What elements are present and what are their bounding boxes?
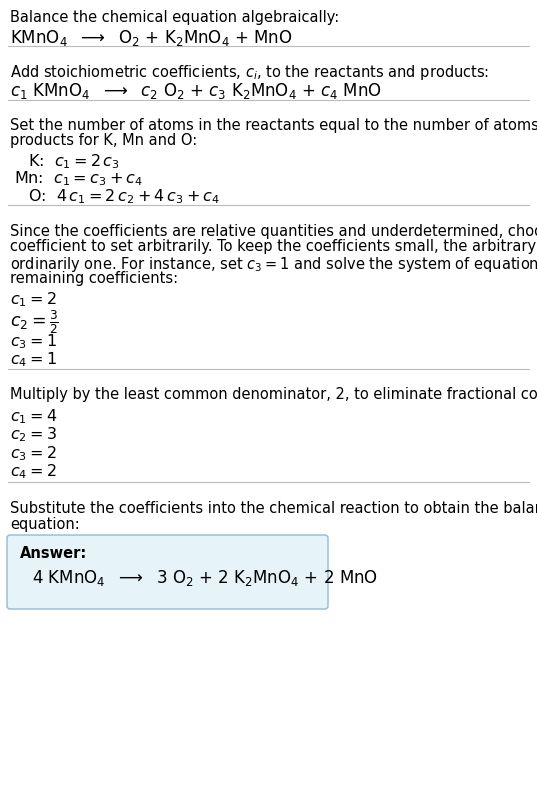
Text: $c_1$ KMnO$_4$  $\longrightarrow$  $c_2$ O$_2$ + $c_3$ K$_2$MnO$_4$ + $c_4$ MnO: $c_1$ KMnO$_4$ $\longrightarrow$ $c_2$ O… xyxy=(10,81,382,101)
Text: coefficient to set arbitrarily. To keep the coefficients small, the arbitrary va: coefficient to set arbitrarily. To keep … xyxy=(10,240,537,255)
Text: O:  $4\,c_1 = 2\,c_2 + 4\,c_3 + c_4$: O: $4\,c_1 = 2\,c_2 + 4\,c_3 + c_4$ xyxy=(28,187,220,206)
Text: Since the coefficients are relative quantities and underdetermined, choose a: Since the coefficients are relative quan… xyxy=(10,224,537,239)
Text: Answer:: Answer: xyxy=(20,546,87,561)
Text: $c_1 = 2$: $c_1 = 2$ xyxy=(10,290,56,309)
Text: equation:: equation: xyxy=(10,516,80,531)
Text: $c_3 = 2$: $c_3 = 2$ xyxy=(10,444,56,463)
Text: $c_1 = 4$: $c_1 = 4$ xyxy=(10,407,57,426)
Text: Multiply by the least common denominator, 2, to eliminate fractional coefficient: Multiply by the least common denominator… xyxy=(10,387,537,402)
Text: Mn:  $c_1 = c_3 + c_4$: Mn: $c_1 = c_3 + c_4$ xyxy=(14,170,143,188)
Text: $c_2 = 3$: $c_2 = 3$ xyxy=(10,425,57,444)
Text: Substitute the coefficients into the chemical reaction to obtain the balanced: Substitute the coefficients into the che… xyxy=(10,501,537,516)
Text: KMnO$_4$  $\longrightarrow$  O$_2$ + K$_2$MnO$_4$ + MnO: KMnO$_4$ $\longrightarrow$ O$_2$ + K$_2$… xyxy=(10,28,293,47)
Text: $c_2 = \frac{3}{2}$: $c_2 = \frac{3}{2}$ xyxy=(10,308,59,336)
Text: ordinarily one. For instance, set $c_3 = 1$ and solve the system of equations fo: ordinarily one. For instance, set $c_3 =… xyxy=(10,255,537,274)
Text: Balance the chemical equation algebraically:: Balance the chemical equation algebraica… xyxy=(10,10,339,25)
Text: $c_4 = 1$: $c_4 = 1$ xyxy=(10,351,57,369)
Text: $c_3 = 1$: $c_3 = 1$ xyxy=(10,332,57,351)
Text: Set the number of atoms in the reactants equal to the number of atoms in the: Set the number of atoms in the reactants… xyxy=(10,118,537,133)
FancyBboxPatch shape xyxy=(7,535,328,609)
Text: $c_4 = 2$: $c_4 = 2$ xyxy=(10,462,56,481)
Text: Add stoichiometric coefficients, $c_i$, to the reactants and products:: Add stoichiometric coefficients, $c_i$, … xyxy=(10,64,489,83)
Text: 4 KMnO$_4$  $\longrightarrow$  3 O$_2$ + 2 K$_2$MnO$_4$ + 2 MnO: 4 KMnO$_4$ $\longrightarrow$ 3 O$_2$ + 2… xyxy=(32,568,378,588)
Text: remaining coefficients:: remaining coefficients: xyxy=(10,270,178,285)
Text: products for K, Mn and O:: products for K, Mn and O: xyxy=(10,134,197,149)
Text: K:  $c_1 = 2\,c_3$: K: $c_1 = 2\,c_3$ xyxy=(28,152,120,171)
